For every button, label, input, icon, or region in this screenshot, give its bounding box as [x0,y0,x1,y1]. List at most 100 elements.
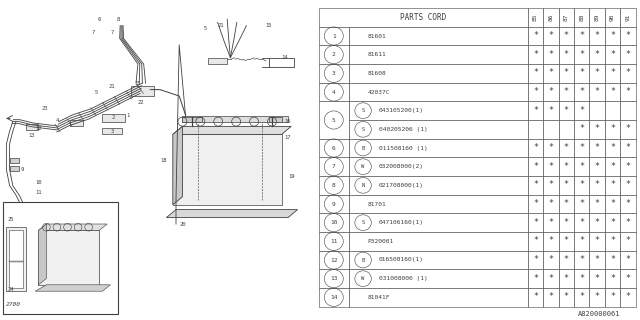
Bar [589,232,605,251]
Bar [605,269,620,288]
Bar [605,83,620,101]
Text: *: * [533,199,538,208]
Bar [620,232,636,251]
Text: *: * [610,162,615,171]
Bar [620,213,636,232]
Bar [319,213,349,232]
Bar [543,213,559,232]
Text: *: * [610,199,615,208]
Text: *: * [548,274,554,283]
Bar [528,8,543,27]
Bar [349,139,528,157]
Text: 81611: 81611 [368,52,387,57]
Bar [620,288,636,307]
Bar [620,157,636,176]
Text: *: * [610,255,615,264]
Text: *: * [533,106,538,115]
Text: *: * [625,143,630,152]
Text: *: * [625,255,630,264]
Text: 4: 4 [56,117,60,123]
Text: *: * [564,199,569,208]
Text: *: * [564,255,569,264]
Bar [349,27,528,45]
Text: *: * [595,31,600,40]
Text: *: * [579,274,584,283]
Text: 6: 6 [332,146,335,150]
Bar [528,176,543,195]
Text: *: * [595,274,600,283]
Bar [528,101,543,120]
Text: 21: 21 [218,23,224,28]
Bar [559,157,574,176]
Bar [543,176,559,195]
Bar [528,83,543,101]
Bar [528,195,543,213]
Text: *: * [595,199,600,208]
Text: *: * [564,218,569,227]
Bar [543,101,559,120]
Text: 18: 18 [160,157,166,163]
Bar [605,157,620,176]
Text: *: * [548,236,554,245]
Bar [589,288,605,307]
Bar [605,232,620,251]
Bar [26,124,38,130]
Bar [589,157,605,176]
Text: 043105200(1): 043105200(1) [379,108,424,113]
Text: 8: 8 [116,17,120,22]
Text: *: * [548,50,554,59]
Text: 81601: 81601 [368,34,387,38]
Text: P320001: P320001 [368,239,394,244]
Text: 12: 12 [330,258,337,262]
Bar [620,101,636,120]
Text: 24: 24 [7,287,13,292]
Text: 17: 17 [285,135,291,140]
Text: 9: 9 [20,167,24,172]
Text: 15: 15 [266,23,272,28]
Bar [543,120,559,139]
Text: *: * [548,106,554,115]
Bar [559,101,574,120]
Bar [349,120,528,139]
Bar [589,8,605,27]
Text: *: * [533,292,538,301]
Text: 032008000(2): 032008000(2) [379,164,424,169]
Bar [605,176,620,195]
Text: 1: 1 [332,34,335,38]
Text: *: * [548,199,554,208]
Bar [574,139,589,157]
Text: *: * [595,68,600,77]
Bar [574,176,589,195]
Bar [543,45,559,64]
Bar [349,288,528,307]
Text: 90: 90 [610,13,615,21]
Bar [528,45,543,64]
Text: *: * [548,255,554,264]
Bar [528,232,543,251]
Bar [349,251,528,269]
Bar [589,176,605,195]
Bar [543,232,559,251]
Polygon shape [173,126,182,205]
Text: 25: 25 [7,217,13,222]
Text: 5: 5 [332,117,335,123]
Bar [182,116,288,122]
Bar [559,251,574,269]
Text: 6: 6 [97,17,101,22]
Bar [620,64,636,83]
Bar [574,8,589,27]
Text: *: * [533,218,538,227]
Text: *: * [533,180,538,189]
Bar [349,213,528,232]
Text: *: * [610,124,615,133]
Bar [605,8,620,27]
Text: B: B [362,258,365,262]
Text: 15: 15 [134,81,141,86]
Text: 10: 10 [35,180,42,185]
Text: *: * [625,218,630,227]
Text: *: * [564,292,569,301]
Bar [543,269,559,288]
Bar [319,64,349,83]
Bar [269,117,282,122]
Text: 19: 19 [288,173,294,179]
